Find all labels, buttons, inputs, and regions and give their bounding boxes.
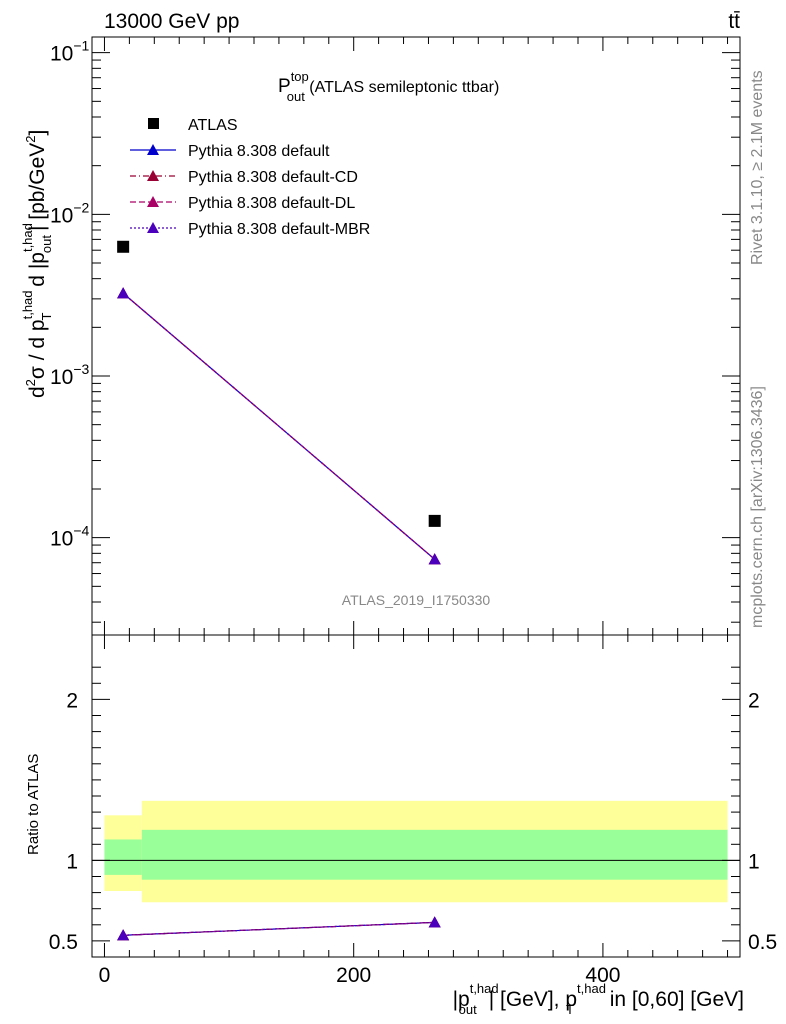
legend-label: Pythia 8.308 default-MBR	[188, 221, 370, 238]
ratio-uncertainty-bands	[92, 800, 740, 903]
legend-label: ATLAS	[188, 117, 238, 134]
ratio-y-tick-label: 1	[748, 850, 760, 873]
y-tick-label: 10−2	[50, 199, 90, 227]
legend-marker-square	[148, 118, 159, 129]
x-tick-label: 0	[99, 964, 111, 987]
legend-marker-triangle	[147, 144, 159, 155]
y-tick-label: 10−3	[50, 361, 90, 389]
plot-title: Ptop out (ATLAS semileptonic ttbar)	[278, 69, 499, 104]
mc-ratio-point	[428, 916, 441, 928]
legend-marker-triangle	[147, 170, 159, 181]
mc-ratio-point	[117, 929, 130, 941]
axis-ticks: 0 200 400 10−1 10−2 10−3 10−4 0.5 0.5 1 1 2 2	[49, 37, 777, 987]
ratio-y-tick-label: 2	[748, 689, 760, 712]
energy-label: 13000 GeV pp	[104, 10, 239, 33]
ratio-y-tick-label: 2	[66, 689, 78, 712]
mc-ratio-line	[123, 921, 435, 936]
process-label: tt̄	[728, 10, 740, 33]
legend-label: Pythia 8.308 default	[188, 143, 330, 160]
ratio-plot-frame	[91, 634, 741, 958]
legend-marker-triangle	[147, 222, 159, 233]
ratio-y-tick-label: 1	[66, 850, 78, 873]
mc-data-point	[117, 287, 130, 299]
ratio-band-stat	[141, 829, 728, 880]
legend-marker-triangle	[147, 196, 159, 207]
ratio-y-tick-label: 0.5	[748, 931, 777, 954]
legend-label: Pythia 8.308 default-CD	[188, 169, 358, 186]
y-axis-label-ratio: Ratio to ATLAS	[25, 754, 42, 855]
x-axis-label: |pt,had out | [GeV], pt,had T in [0,60] [Ge…	[453, 981, 744, 1017]
analysis-id: ATLAS_2019_I1750330	[342, 592, 491, 608]
legend-label: Pythia 8.308 default-DL	[188, 195, 355, 212]
y-axis-label-main: d2σ / d pt,had T d |pt,had out| [pb/GeV2]	[20, 130, 54, 398]
mcplots-label: mcplots.cern.ch [arXiv:1306.3436]	[749, 386, 766, 628]
ratio-band-stat	[104, 839, 142, 875]
rivet-label: Rivet 3.1.10, ≥ 2.1M events	[749, 70, 766, 265]
y-tick-label: 10−4	[50, 523, 90, 551]
ratio-y-tick-label: 0.5	[49, 931, 78, 954]
atlas-data-point	[117, 240, 130, 253]
x-tick-label: 200	[336, 964, 371, 987]
mc-series-line	[122, 292, 436, 560]
legend: ATLAS Pythia 8.308 default Pythia 8.308 de…	[130, 117, 370, 238]
data-series	[117, 240, 441, 941]
x-tick-label: 400	[585, 964, 620, 987]
y-tick-label: 10−1	[50, 38, 90, 66]
atlas-data-point	[428, 514, 441, 527]
mc-data-point	[428, 553, 441, 565]
